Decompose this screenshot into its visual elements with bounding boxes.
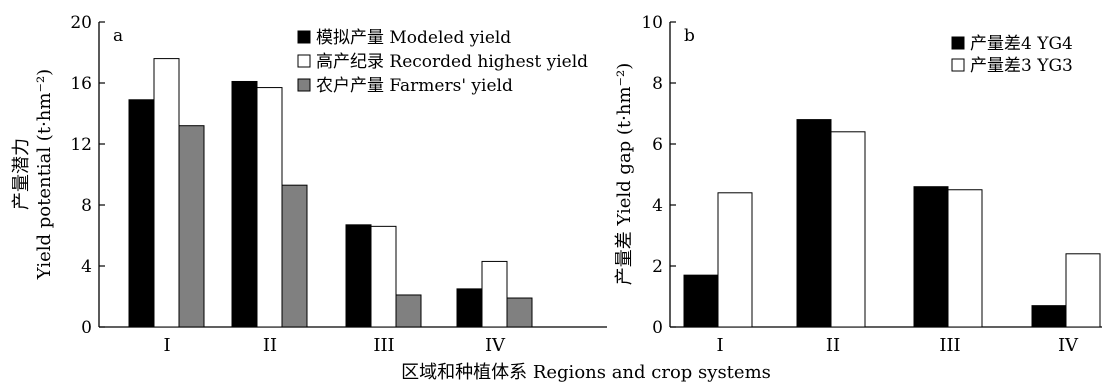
- x-tick-label: I: [163, 335, 170, 356]
- bar-b-s1-c3: [1065, 253, 1101, 328]
- bar-b-s0-c0: [683, 274, 719, 328]
- bar-a-s2-c1: [281, 184, 308, 328]
- x-tick-label: II: [826, 335, 840, 356]
- x-tick-label: IV: [1058, 335, 1079, 356]
- bar-a-s2-c2: [395, 294, 422, 328]
- y-tick-label: 4: [652, 196, 663, 216]
- y-tick-label: 20: [70, 13, 92, 33]
- y-axis-title-en: Yield potential (t·hm⁻²): [34, 69, 55, 280]
- bar-b-s0-c2: [913, 186, 949, 328]
- bar-a-s1-c0: [153, 58, 180, 328]
- bar-b-s1-c0: [717, 192, 753, 328]
- bar-b-s1-c1: [830, 131, 866, 328]
- legend-swatch: [951, 36, 965, 50]
- x-tick-label: IV: [485, 335, 506, 356]
- bar-a-s2-c3: [506, 297, 533, 328]
- bar-a-s0-c2: [345, 224, 372, 328]
- legend-label: 产量差3 YG3: [970, 56, 1073, 76]
- legend-label: 农户产量 Farmers' yield: [316, 76, 513, 96]
- x-tick-label: III: [373, 335, 394, 356]
- x-axis-title: 区域和种植体系 Regions and crop systems: [401, 362, 771, 383]
- bar-a-s0-c1: [231, 80, 258, 328]
- x-tick-label: II: [263, 335, 277, 356]
- y-tick-label: 12: [70, 135, 92, 155]
- bar-a-s1-c1: [256, 87, 283, 328]
- legend-swatch: [297, 30, 311, 44]
- legend-label: 模拟产量 Modeled yield: [316, 28, 511, 48]
- y-tick-label: 16: [70, 74, 92, 94]
- y-tick-label: 2: [652, 257, 663, 277]
- y-tick-label: 10: [641, 13, 663, 33]
- y-tick-label: 0: [652, 318, 663, 338]
- bar-a-s1-c2: [370, 225, 397, 328]
- legend-swatch: [297, 78, 311, 92]
- legend-label: 高产纪录 Recorded highest yield: [316, 52, 588, 72]
- x-tick-label: I: [716, 335, 723, 356]
- bar-a-s1-c3: [481, 260, 508, 328]
- bar-a-s0-c0: [128, 99, 155, 328]
- legend-swatch: [297, 54, 311, 68]
- panel-label: a: [113, 26, 123, 46]
- y-tick-label: 4: [81, 257, 92, 277]
- panel-label: b: [684, 26, 695, 46]
- legend-label: 产量差4 YG4: [970, 34, 1073, 54]
- y-tick-label: 0: [81, 318, 92, 338]
- bar-b-s0-c1: [796, 119, 832, 328]
- bar-b-s1-c2: [947, 189, 983, 328]
- bar-a-s2-c0: [178, 125, 205, 328]
- legend-swatch: [951, 58, 965, 72]
- bar-b-s0-c3: [1031, 305, 1067, 328]
- y-axis-title: 产量差 Yield gap (t·hm⁻²): [614, 63, 635, 286]
- bar-a-s0-c3: [456, 288, 483, 328]
- y-axis-title-cn: 产量潜力: [11, 138, 32, 210]
- x-tick-label: III: [939, 335, 960, 356]
- y-tick-label: 8: [652, 74, 663, 94]
- y-tick-label: 6: [652, 135, 663, 155]
- y-tick-label: 8: [81, 196, 92, 216]
